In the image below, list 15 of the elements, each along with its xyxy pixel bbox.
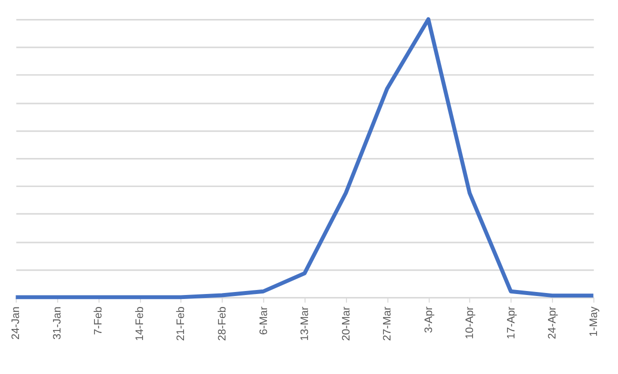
- x-tick-label: 10-Apr: [464, 306, 476, 340]
- x-tick-label: 21-Feb: [175, 306, 188, 341]
- x-tick-label: 24-Jan: [10, 306, 22, 340]
- x-tick-label: 1-May: [588, 306, 600, 337]
- x-tick-label: 14-Feb: [134, 306, 146, 341]
- x-tick-label: 20-Mar: [340, 306, 352, 341]
- x-tick-label: 3-Apr: [422, 306, 435, 334]
- x-tick-label: 13-Mar: [299, 306, 312, 341]
- x-tick-label: 28-Feb: [216, 306, 228, 341]
- x-tick-label: 17-Apr: [505, 306, 518, 340]
- x-tick-label: 24-Apr: [546, 306, 559, 340]
- x-tick-label: 6-Mar: [258, 306, 270, 335]
- x-tick-label: 27-Mar: [382, 306, 394, 341]
- x-tick-label: 31-Jan: [51, 306, 64, 340]
- x-tick-label: 7-Feb: [92, 306, 105, 335]
